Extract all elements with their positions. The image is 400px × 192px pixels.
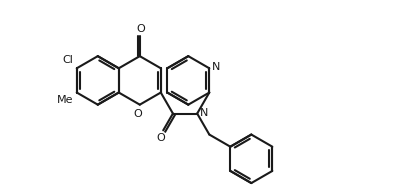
Text: N: N	[200, 108, 208, 118]
Text: O: O	[156, 133, 165, 143]
Text: O: O	[134, 109, 142, 119]
Text: N: N	[212, 62, 220, 72]
Text: Cl: Cl	[62, 55, 73, 65]
Text: Me: Me	[57, 95, 73, 105]
Text: O: O	[136, 24, 145, 34]
